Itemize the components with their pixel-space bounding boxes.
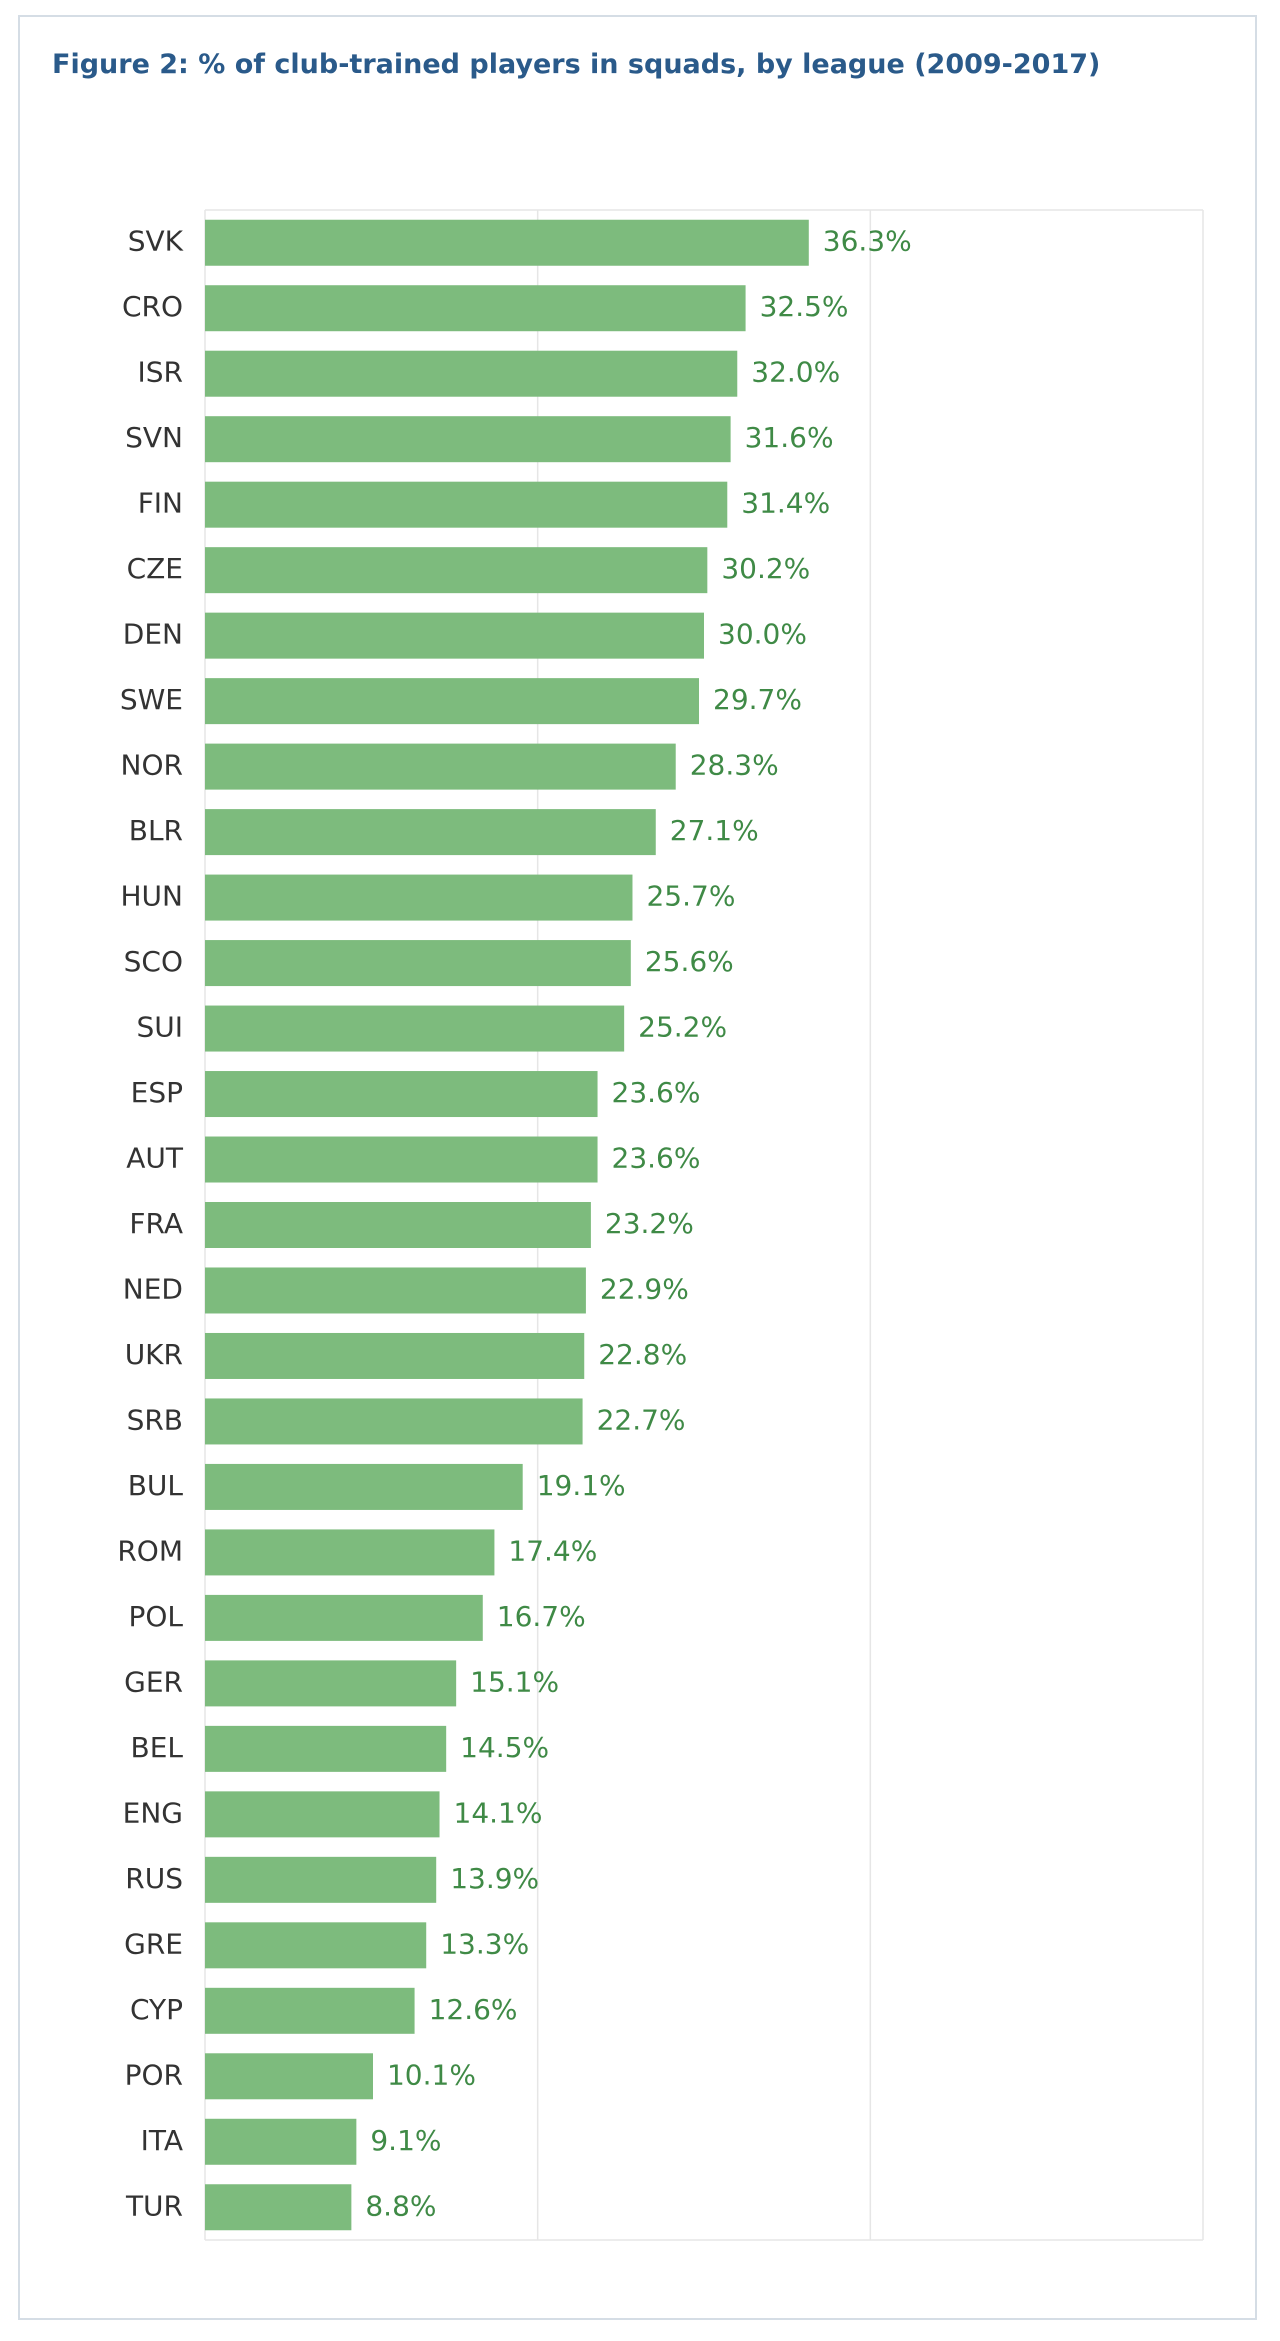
bar [205, 416, 731, 463]
y-tick-label: BEL [131, 1731, 184, 1764]
chart-frame [18, 15, 1257, 2320]
bar [205, 1594, 483, 1641]
bar [205, 1332, 585, 1379]
value-label: 23.2% [605, 1207, 694, 1240]
y-tick-label: SUI [136, 1011, 183, 1044]
value-label: 23.6% [612, 1076, 701, 1109]
bar [205, 285, 746, 332]
value-label: 19.1% [537, 1469, 626, 1502]
value-label: 13.9% [450, 1862, 539, 1895]
value-label: 36.3% [823, 225, 912, 258]
value-label: 27.1% [670, 814, 759, 847]
value-label: 8.8% [365, 2189, 436, 2222]
value-label: 16.7% [497, 1600, 586, 1633]
value-label: 25.6% [645, 945, 734, 978]
y-tick-label: SVN [125, 421, 183, 454]
y-tick-label: HUN [121, 880, 184, 913]
value-label: 30.2% [721, 552, 810, 585]
y-tick-label: UKR [125, 1338, 183, 1371]
y-tick-label: ITA [141, 2124, 183, 2157]
bar [205, 1660, 457, 1707]
bar [205, 1463, 523, 1510]
value-label: 14.1% [454, 1796, 543, 1829]
value-label: 29.7% [713, 683, 802, 716]
bar [205, 1005, 625, 1052]
value-label: 22.7% [597, 1403, 686, 1436]
bar [205, 219, 809, 266]
bar [205, 743, 676, 790]
bar [205, 940, 631, 987]
y-tick-label: SCO [124, 945, 183, 978]
y-tick-label: BUL [128, 1469, 184, 1502]
bar [205, 874, 633, 921]
y-tick-label: POR [125, 2058, 183, 2091]
bar [205, 1725, 447, 1772]
value-label: 22.9% [600, 1272, 689, 1305]
bar [205, 1987, 415, 2034]
y-tick-label: FRA [129, 1207, 183, 1240]
value-label: 30.0% [718, 618, 807, 651]
chart-title: Figure 2: % of club-trained players in s… [52, 49, 1101, 80]
value-label: 25.2% [638, 1011, 727, 1044]
y-tick-label: NOR [121, 749, 183, 782]
y-tick-label: SVK [128, 225, 184, 258]
bar [205, 1856, 437, 1903]
y-tick-label: TUR [125, 2189, 183, 2222]
bar [205, 612, 704, 659]
value-label: 13.3% [440, 1927, 529, 1960]
value-label: 28.3% [690, 749, 779, 782]
value-label: 31.6% [745, 421, 834, 454]
value-label: 12.6% [429, 1993, 518, 2026]
bar [205, 809, 656, 856]
value-label: 17.4% [508, 1534, 597, 1567]
value-label: 23.6% [612, 1142, 701, 1175]
bar [205, 350, 738, 397]
bar [205, 1136, 598, 1183]
y-tick-label: NED [123, 1272, 183, 1305]
bar [205, 678, 700, 725]
bar [205, 1202, 591, 1248]
y-tick-label: BLR [129, 814, 183, 847]
y-tick-label: GER [124, 1665, 183, 1698]
bar [205, 2053, 373, 2100]
bar [205, 1922, 427, 1969]
y-tick-label: RUS [125, 1862, 183, 1895]
y-tick-label: AUT [126, 1142, 184, 1175]
bar [205, 481, 728, 528]
value-label: 32.5% [760, 290, 849, 323]
y-tick-label: SRB [127, 1403, 183, 1436]
value-label: 14.5% [460, 1731, 549, 1764]
y-tick-label: ENG [123, 1796, 183, 1829]
bar [205, 547, 708, 594]
bar [205, 1529, 495, 1576]
bar [205, 2184, 352, 2231]
value-label: 32.0% [751, 356, 840, 389]
value-label: 15.1% [470, 1665, 559, 1698]
y-tick-label: CYP [130, 1993, 183, 2026]
bar [205, 1071, 598, 1118]
y-tick-label: ROM [117, 1534, 183, 1567]
y-tick-label: SWE [120, 683, 183, 716]
y-tick-label: FIN [138, 487, 183, 520]
bar [205, 1791, 440, 1838]
y-tick-label: POL [128, 1600, 183, 1633]
y-tick-label: CRO [122, 290, 183, 323]
value-label: 10.1% [387, 2058, 476, 2091]
bar [205, 2118, 357, 2165]
value-label: 9.1% [370, 2124, 441, 2157]
y-tick-label: CZE [127, 552, 183, 585]
bar [205, 1267, 586, 1314]
y-tick-label: DEN [123, 618, 183, 651]
bar [205, 1398, 583, 1445]
value-label: 25.7% [646, 880, 735, 913]
y-tick-label: ESP [131, 1076, 183, 1109]
y-tick-label: ISR [138, 356, 184, 389]
y-tick-label: GRE [124, 1927, 183, 1960]
value-label: 22.8% [598, 1338, 687, 1371]
value-label: 31.4% [741, 487, 830, 520]
